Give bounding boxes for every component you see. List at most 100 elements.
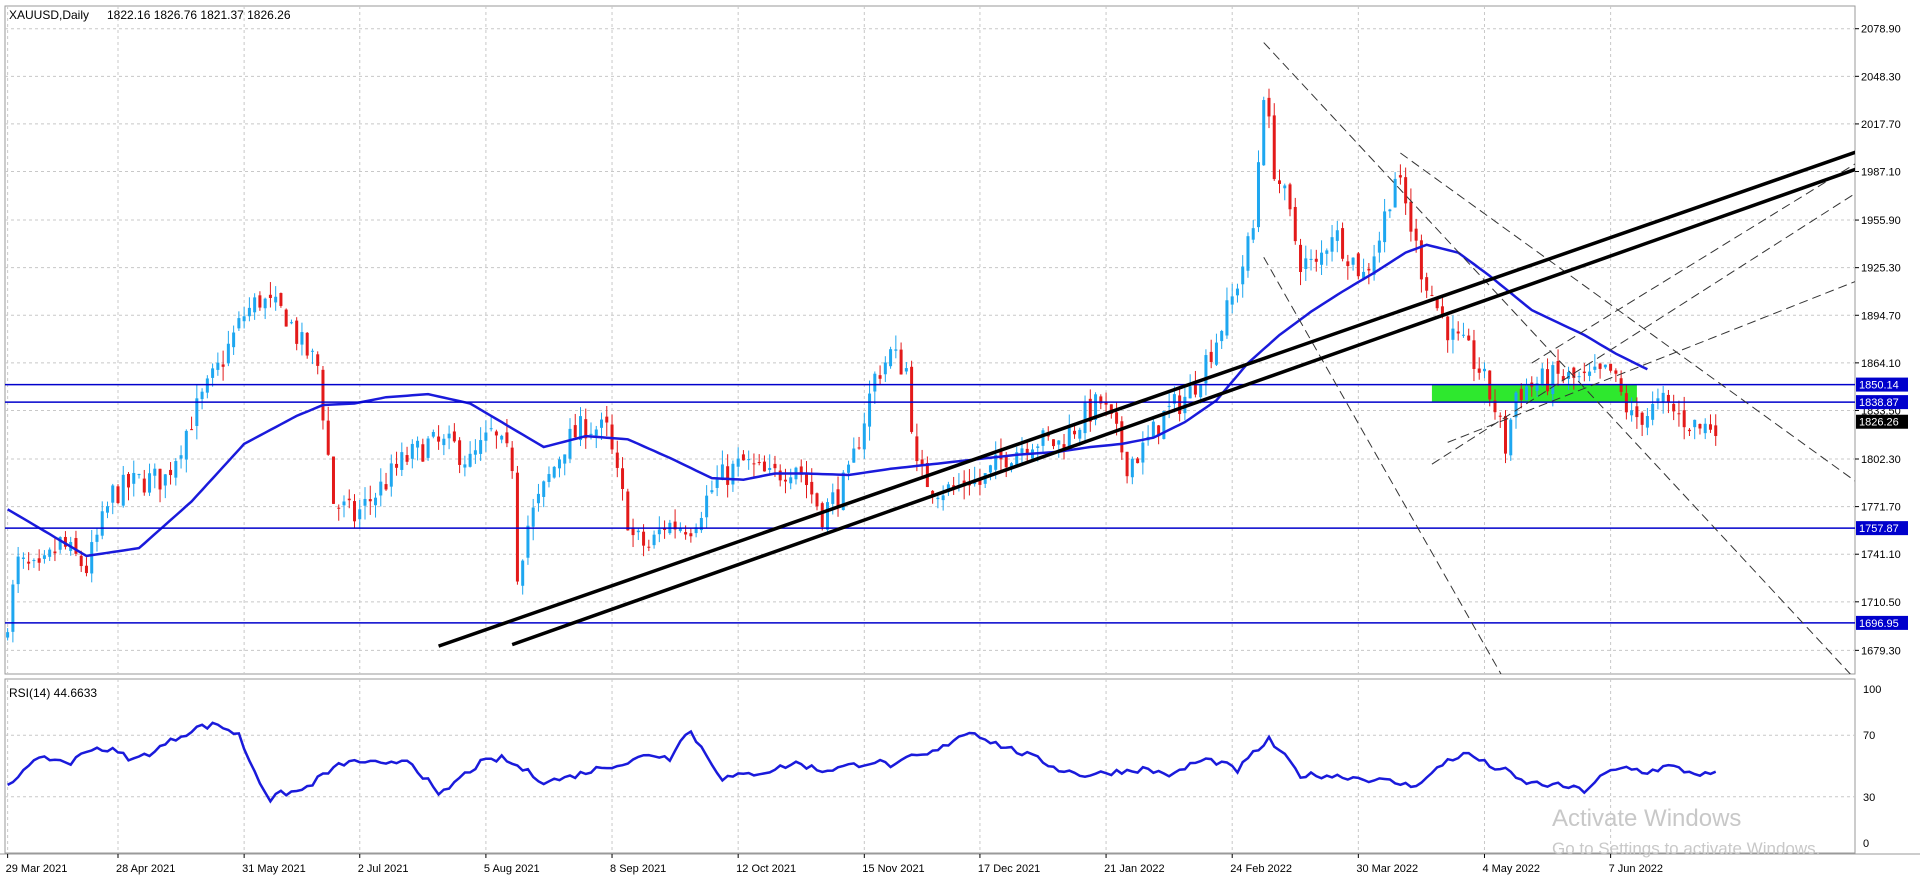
candle-body [505,432,509,444]
level-price-badge [1856,615,1908,630]
candle-body [1451,328,1455,340]
candle-body [626,491,630,531]
price-tick-label: 2078.90 [1861,24,1901,36]
candle-body [247,307,251,317]
candle-body [941,495,945,501]
rsi-tick-label: 0 [1863,838,1869,850]
candle-body [1630,410,1634,416]
time-tick-label: 30 Mar 2022 [1356,863,1418,875]
candle-body [1409,201,1413,232]
candle-body [374,497,378,506]
candle-body [710,490,714,493]
candle-body [988,465,992,473]
candle-body [1256,162,1260,228]
chart-title: XAUUSD,Daily [9,8,89,22]
candle-body [1172,394,1176,404]
candle-body [1230,296,1234,305]
candle-body [90,542,94,574]
candle-body [826,502,830,530]
dashed-trendline [1447,281,1855,443]
candle-body [1188,386,1192,399]
candle-body [116,486,120,504]
candle-body [804,473,808,486]
candle-body [32,560,36,562]
candle-body [1656,398,1660,402]
candle-body [783,479,787,482]
candle-body [552,466,556,478]
candle-body [1356,253,1360,277]
candle-body [379,481,383,496]
time-tick-label: 29 Mar 2021 [6,863,68,875]
candle-body [1456,331,1460,334]
candle-body [720,464,724,480]
rsi-tick-label: 70 [1863,730,1875,742]
candle-body [1693,419,1697,428]
price-panel-border [4,5,1856,675]
rsi-line [7,721,1717,804]
candle-body [200,391,204,400]
candle-body [542,481,546,497]
time-tick-label: 4 May 2022 [1482,863,1539,875]
price-panel[interactable]: 2078.90 2048.30 2017.70 1987.10 1955.90 1925.… [4,5,1908,682]
candle-body [489,428,493,430]
candle-body [678,527,682,531]
candle-body [95,534,99,542]
price-tick-label: 1925.30 [1861,263,1901,275]
candle-body [1162,410,1166,439]
supply-zone [1431,384,1637,403]
candle-body [1009,463,1013,469]
candle-body [1304,258,1308,269]
level-price-badge [1856,395,1908,410]
candle-body [1698,424,1702,429]
candle-body [1651,403,1655,420]
candle-body [1661,392,1665,402]
candle-body [1561,376,1565,381]
candle-body [1645,416,1649,428]
time-tick-label: 24 Feb 2022 [1230,863,1292,875]
candle-body [1267,97,1271,117]
candle-body [268,294,272,298]
candle-body [663,528,667,530]
candle-body [316,354,320,366]
price-tick-label: 1710.50 [1861,597,1901,609]
candle-body [673,521,677,530]
price-tick-label: 1987.10 [1861,167,1901,179]
candle-body [1582,371,1586,374]
price-tick-label: 1679.30 [1861,645,1901,657]
time-tick-label: 8 Sep 2021 [610,863,666,875]
candle-body [1151,421,1155,439]
candle-body [1514,392,1518,418]
time-tick-label: 15 Nov 2021 [862,863,924,875]
rsi-panel-border [4,678,1856,854]
candle-body [163,474,167,486]
bold-trendline [511,167,1855,647]
candle-body [1509,419,1513,456]
candle-body [568,428,572,459]
time-tick-label: 5 Aug 2021 [484,863,540,875]
candle-body [1209,351,1213,362]
time-tick-label: 21 Jan 2022 [1104,863,1165,875]
bold-trendline [438,150,1855,648]
candle-body [368,499,372,502]
candle-body [1351,257,1355,265]
candle-body [11,584,15,632]
candle-body [1199,384,1203,398]
candle-body [1388,209,1392,212]
candle-body [904,368,908,372]
candle-body [889,349,893,367]
rsi-panel[interactable]: 100 70 30 0 [4,678,1881,854]
candle-body [1178,395,1182,415]
candle-body [636,530,640,533]
candle-body [347,498,351,501]
candle-body [836,489,840,507]
candle-body [1687,429,1691,432]
candle-body [852,448,856,463]
candle-body [468,453,472,467]
candle-body [169,469,173,476]
candle-body [936,497,940,500]
candle-body [416,440,420,448]
candle-body [1640,412,1644,425]
